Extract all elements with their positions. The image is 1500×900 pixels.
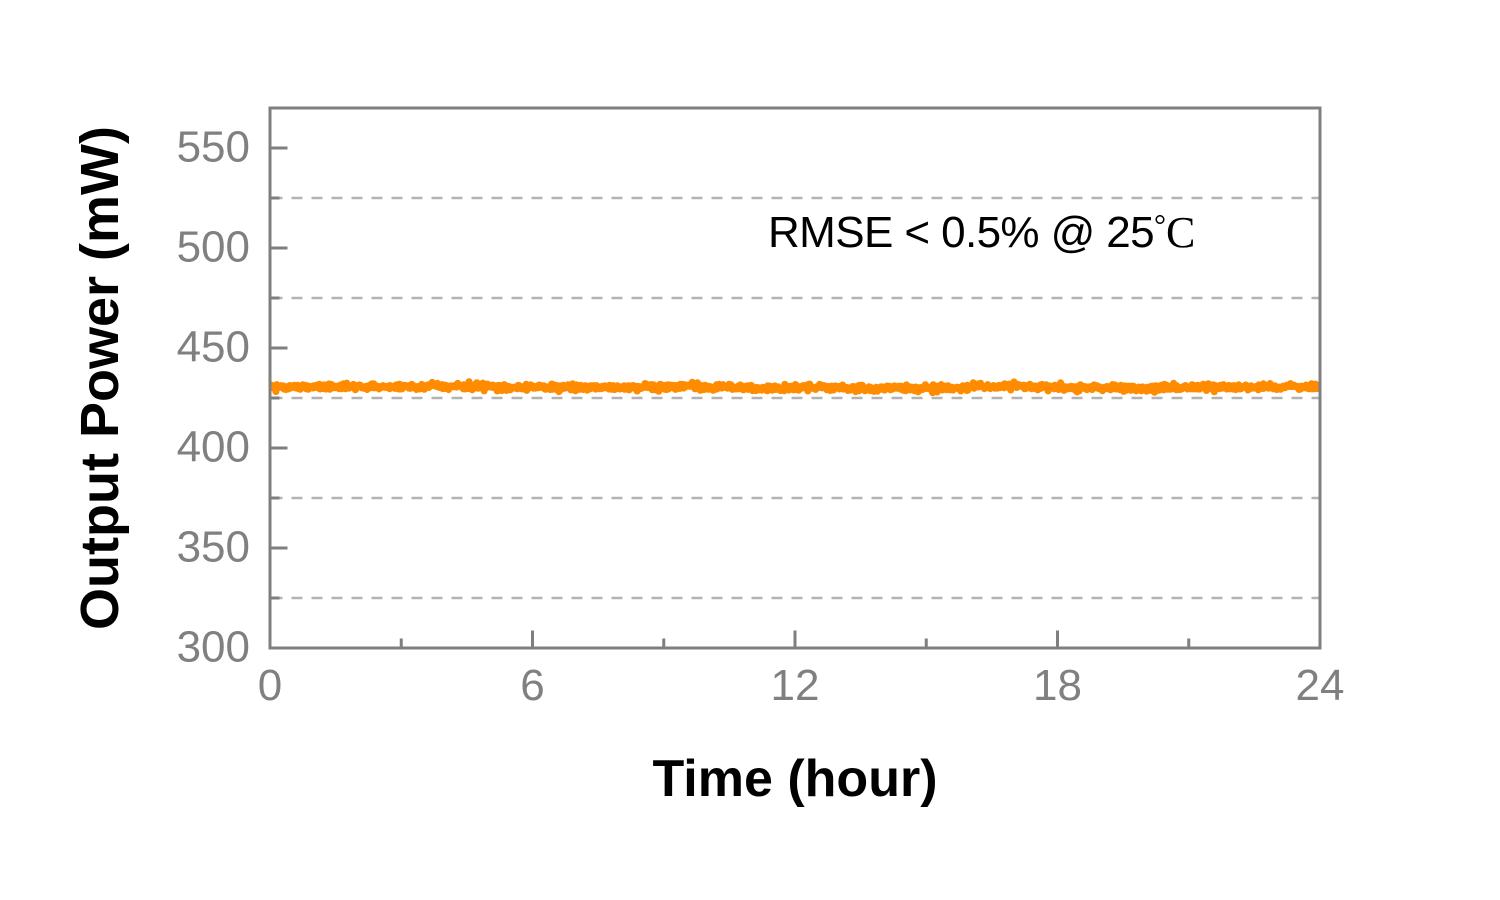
svg-text:12: 12 bbox=[771, 661, 820, 710]
svg-text:550: 550 bbox=[177, 123, 250, 172]
svg-text:500: 500 bbox=[177, 223, 250, 272]
svg-text:18: 18 bbox=[1033, 661, 1082, 710]
svg-text:450: 450 bbox=[177, 323, 250, 372]
svg-text:Time (hour): Time (hour) bbox=[652, 750, 937, 808]
svg-text:0: 0 bbox=[258, 661, 282, 710]
svg-text:6: 6 bbox=[520, 661, 544, 710]
svg-text:300: 300 bbox=[177, 623, 250, 672]
svg-text:400: 400 bbox=[177, 423, 250, 472]
svg-text:350: 350 bbox=[177, 523, 250, 572]
svg-text:RMSE < 0.5% @ 25°C: RMSE < 0.5% @ 25°C bbox=[768, 208, 1195, 257]
svg-text:Output Power (mW): Output Power (mW) bbox=[70, 126, 130, 630]
svg-text:24: 24 bbox=[1296, 661, 1345, 710]
